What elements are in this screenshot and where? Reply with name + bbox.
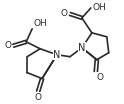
Text: O: O — [4, 41, 11, 50]
Text: O: O — [35, 93, 42, 102]
Text: N: N — [53, 50, 61, 60]
Text: OH: OH — [93, 3, 107, 12]
Text: O: O — [61, 9, 68, 18]
Text: N: N — [78, 43, 86, 53]
Text: OH: OH — [33, 19, 47, 28]
Text: O: O — [97, 73, 104, 82]
